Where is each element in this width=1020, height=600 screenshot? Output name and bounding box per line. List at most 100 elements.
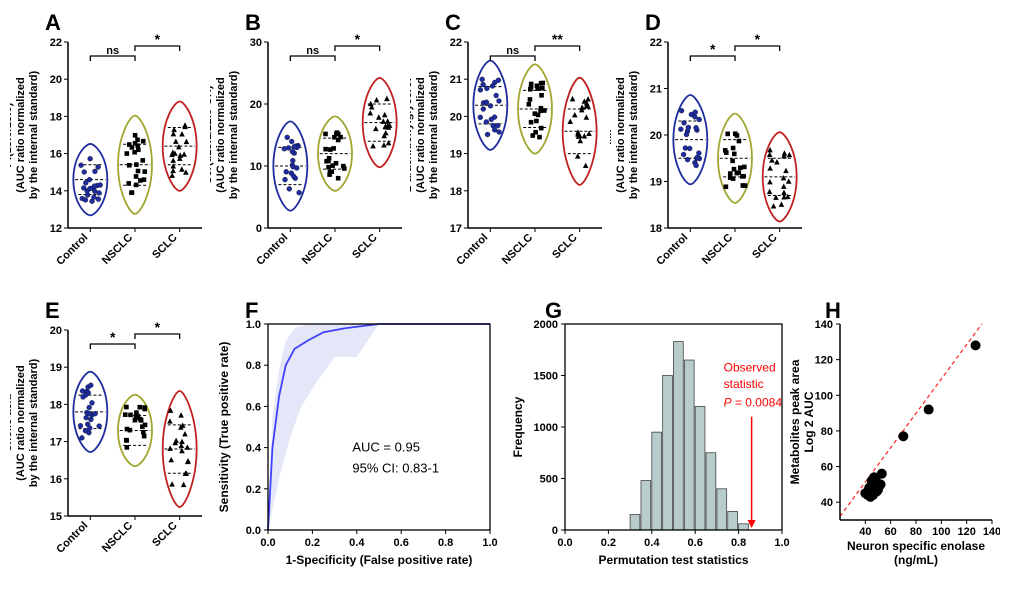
svg-text:10: 10	[250, 161, 262, 173]
svg-text:*: *	[710, 41, 716, 57]
svg-text:(AUC ratio normalized: (AUC ratio normalized	[215, 77, 227, 193]
svg-text:Sensitivity (True positive rat: Sensitivity (True positive rate)	[217, 342, 231, 513]
svg-text:Observed: Observed	[724, 360, 776, 374]
svg-text:Control: Control	[54, 232, 90, 268]
svg-text:(ng/mL): (ng/mL)	[894, 553, 938, 567]
svg-text:Permutation test statistics: Permutation test statistics	[598, 553, 748, 567]
svg-text:100: 100	[932, 526, 950, 538]
chart-B: 0102030Cer(d18:1/22:0 OH)(AUC ratio norm…	[210, 10, 410, 290]
svg-text:0.2: 0.2	[246, 484, 261, 496]
svg-text:0.2: 0.2	[601, 537, 616, 549]
panel-E: E 151617181920Cholic acid(AUC ratio norm…	[10, 298, 210, 578]
svg-text:100: 100	[815, 390, 833, 402]
svg-text:80: 80	[910, 526, 922, 538]
chart-A: 121416182022PI(18:0/18:0)(AUC ratio norm…	[10, 10, 210, 290]
svg-text:NSCLC: NSCLC	[300, 232, 335, 267]
panel-label-D: D	[645, 10, 661, 36]
svg-text:SCLC: SCLC	[550, 232, 580, 262]
panel-label-G: G	[545, 298, 562, 324]
svg-text:Control: Control	[254, 232, 290, 268]
panel-B: B 0102030Cer(d18:1/22:0 OH)(AUC ratio no…	[210, 10, 410, 290]
svg-text:*: *	[155, 319, 161, 335]
svg-text:18: 18	[650, 223, 662, 235]
panel-G: G 0.00.20.40.60.81.00500100015002000Perm…	[500, 298, 790, 578]
row-2: E 151617181920Cholic acid(AUC ratio norm…	[10, 298, 1010, 578]
svg-text:P = 0.0084: P = 0.0084	[724, 395, 783, 409]
svg-text:SCLC: SCLC	[750, 232, 780, 262]
svg-text:0.4: 0.4	[644, 537, 660, 549]
svg-text:*: *	[110, 329, 116, 345]
svg-text:1000: 1000	[534, 422, 558, 434]
svg-text:2-arachidonylglycerol: 2-arachidonylglycerol	[410, 78, 414, 192]
svg-text:95% CI: 0.83-1: 95% CI: 0.83-1	[352, 460, 439, 475]
svg-text:0.0: 0.0	[260, 537, 275, 549]
svg-text:19: 19	[650, 177, 662, 189]
svg-text:120: 120	[957, 526, 975, 538]
panel-F: F 0.00.20.40.60.81.00.00.20.40.60.81.01-…	[210, 298, 500, 578]
svg-text:1.0: 1.0	[774, 537, 789, 549]
svg-text:(AUC ratio normalized: (AUC ratio normalized	[615, 77, 627, 193]
svg-text:0.0: 0.0	[246, 525, 261, 537]
svg-text:1500: 1500	[534, 371, 558, 383]
svg-text:0.6: 0.6	[394, 537, 409, 549]
svg-text:20: 20	[450, 111, 462, 123]
svg-text:NSCLC: NSCLC	[100, 232, 135, 267]
svg-text:20: 20	[50, 74, 62, 86]
svg-text:12: 12	[50, 223, 62, 235]
svg-text:Control: Control	[654, 232, 690, 268]
svg-text:ns: ns	[306, 45, 319, 57]
svg-text:18: 18	[50, 111, 62, 123]
panel-D: D 1819202122IMP(AUC ratio normalizedby t…	[610, 10, 810, 290]
svg-text:60: 60	[821, 462, 833, 474]
svg-text:0.8: 0.8	[438, 537, 453, 549]
svg-text:40: 40	[821, 497, 833, 509]
svg-text:1-Specificity (False positive: 1-Specificity (False positive rate)	[286, 553, 473, 567]
svg-text:0.8: 0.8	[731, 537, 746, 549]
svg-text:SCLC: SCLC	[350, 232, 380, 262]
panel-A: A 121416182022PI(18:0/18:0)(AUC ratio no…	[10, 10, 210, 290]
svg-text:0.6: 0.6	[246, 401, 261, 413]
svg-text:500: 500	[540, 474, 558, 486]
chart-H: 406080100120140406080100120140Neuron spe…	[790, 298, 1000, 578]
svg-text:by the internal standard): by the internal standard)	[28, 70, 40, 199]
figure-grid: A 121416182022PI(18:0/18:0)(AUC ratio no…	[10, 10, 1010, 578]
row-1: A 121416182022PI(18:0/18:0)(AUC ratio no…	[10, 10, 1010, 290]
svg-text:30: 30	[250, 37, 262, 49]
svg-text:Control: Control	[54, 520, 90, 556]
svg-text:21: 21	[650, 84, 662, 96]
panel-label-A: A	[45, 10, 61, 36]
svg-text:NSCLC: NSCLC	[700, 232, 735, 267]
svg-text:16: 16	[50, 149, 62, 161]
svg-text:NSCLC: NSCLC	[100, 520, 135, 555]
svg-text:Control: Control	[454, 232, 490, 268]
chart-E: 151617181920Cholic acid(AUC ratio normal…	[10, 298, 210, 578]
svg-text:by the internal standard): by the internal standard)	[628, 70, 640, 199]
svg-text:20: 20	[250, 99, 262, 111]
svg-text:SCLC: SCLC	[150, 520, 180, 550]
panel-label-F: F	[245, 298, 258, 324]
svg-text:(AUC ratio normalized: (AUC ratio normalized	[415, 77, 427, 193]
svg-text:ns: ns	[506, 45, 519, 57]
svg-text:18: 18	[50, 399, 62, 411]
svg-text:ns: ns	[106, 45, 119, 57]
svg-text:19: 19	[50, 362, 62, 374]
svg-text:18: 18	[450, 186, 462, 198]
svg-text:22: 22	[650, 37, 662, 49]
svg-text:PI(18:0/18:0): PI(18:0/18:0)	[10, 102, 14, 167]
svg-text:Neuron specific enolase: Neuron specific enolase	[847, 539, 985, 553]
panel-C: C 1718192021222-arachidonylglycerol(AUC …	[410, 10, 610, 290]
svg-text:Log 2 AUC: Log 2 AUC	[802, 391, 816, 452]
svg-text:22: 22	[50, 37, 62, 49]
chart-C: 1718192021222-arachidonylglycerol(AUC ra…	[410, 10, 610, 290]
svg-text:17: 17	[50, 437, 62, 449]
svg-text:by the internal standard): by the internal standard)	[428, 70, 440, 199]
chart-D: 1819202122IMP(AUC ratio normalizedby the…	[610, 10, 810, 290]
svg-text:17: 17	[450, 223, 462, 235]
svg-text:40: 40	[859, 526, 871, 538]
svg-text:*: *	[155, 31, 161, 47]
svg-text:SCLC: SCLC	[150, 232, 180, 262]
svg-text:0.0: 0.0	[557, 537, 572, 549]
panel-label-E: E	[45, 298, 60, 324]
svg-text:20: 20	[650, 130, 662, 142]
svg-text:0.4: 0.4	[349, 537, 365, 549]
